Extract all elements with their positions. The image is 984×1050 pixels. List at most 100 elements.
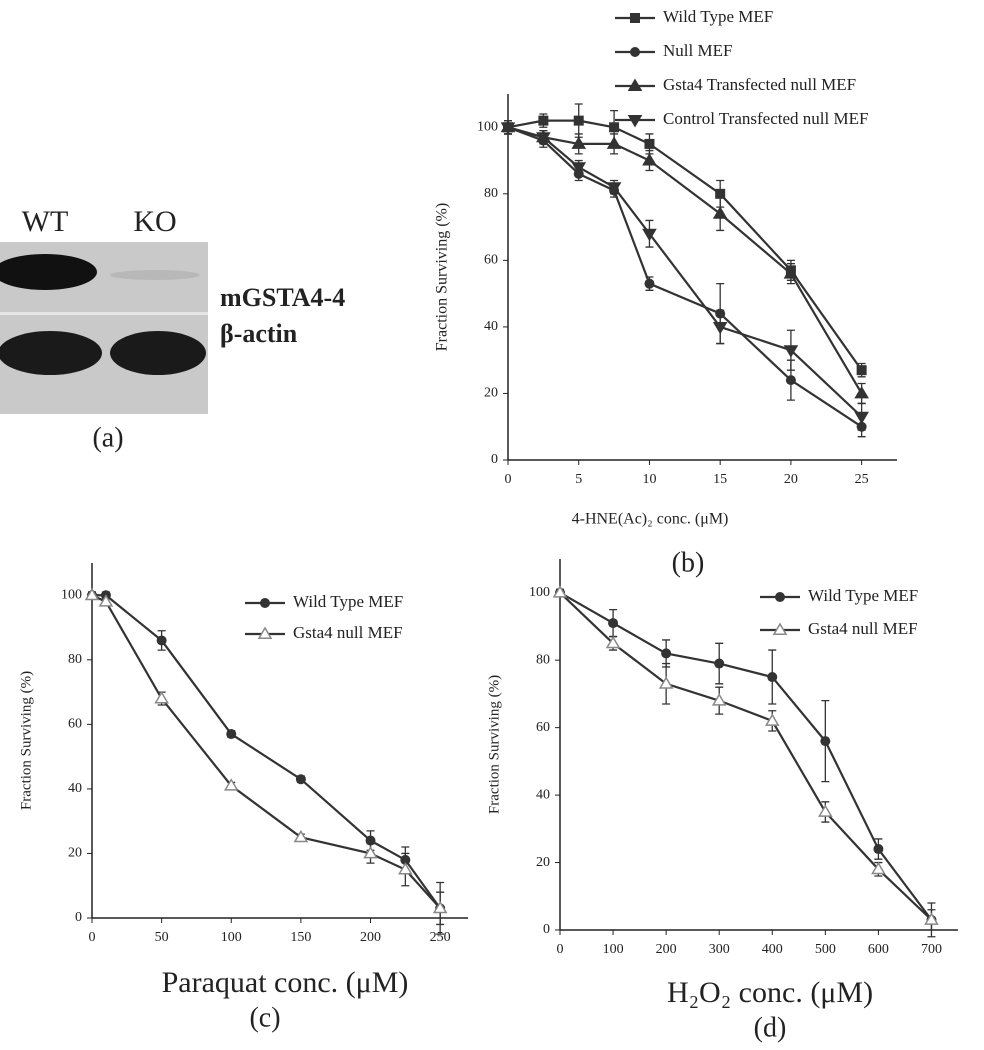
data-point [226, 729, 237, 740]
x-tick-label: 0 [505, 472, 512, 487]
panel-label: (b) [672, 547, 705, 578]
data-point [295, 774, 306, 785]
x-tick-label: 0 [557, 942, 564, 957]
y-tick-label: 0 [543, 922, 550, 937]
y-tick-label: 40 [68, 781, 82, 796]
band-label: mGSTA4-4 [220, 283, 345, 312]
data-point [873, 844, 884, 855]
blot-divider [0, 312, 208, 315]
data-point [365, 835, 376, 846]
legend-marker [257, 626, 273, 639]
legend-label: Null MEF [663, 41, 732, 60]
data-point [715, 188, 726, 199]
line-chart: 0 100 200 300 400 500 600 700 0 20 40 60 80 100 Fracti… [486, 559, 958, 1043]
data-point [363, 845, 378, 859]
y-tick-label: 60 [68, 717, 82, 732]
x-tick-label: 10 [642, 472, 656, 487]
y-tick-label: 20 [536, 855, 550, 870]
data-point [605, 635, 621, 649]
x-tick-label: 100 [221, 930, 242, 945]
data-point [536, 132, 551, 145]
data-point [854, 385, 869, 399]
data-point [712, 206, 728, 219]
data-point [785, 375, 796, 386]
series-line [559, 591, 933, 921]
data-point [714, 658, 725, 669]
band [110, 270, 200, 280]
legend-marker [260, 598, 270, 608]
series-line [507, 126, 863, 395]
data-point [223, 778, 239, 791]
data-point [98, 594, 114, 607]
legend-marker [627, 115, 643, 128]
series-line [559, 591, 933, 921]
legend-label: Wild Type MEF [808, 586, 918, 605]
legend-label: Wild Type MEF [293, 592, 403, 611]
legend-marker [630, 47, 640, 57]
y-tick-label: 20 [484, 386, 498, 401]
data-point [856, 365, 867, 376]
data-point [609, 122, 620, 133]
legend-marker [772, 622, 788, 635]
panel-label: (c) [249, 1002, 280, 1033]
lane-label: WT [22, 205, 69, 238]
y-tick-label: 100 [477, 119, 498, 134]
y-tick-label: 40 [484, 319, 498, 334]
band-label: β-actin [220, 319, 298, 348]
x-tick-label: 20 [784, 472, 798, 487]
data-point [552, 585, 568, 598]
data-point [712, 321, 728, 335]
y-axis-label: Fraction Surviving (%) [18, 671, 34, 810]
x-axis-label: H₂O₂ conc. (μM) [667, 976, 873, 1009]
x-tick-label: 500 [815, 942, 836, 957]
x-tick-label: 200 [656, 942, 677, 957]
lane-label: KO [133, 205, 176, 238]
data-point [432, 900, 448, 914]
data-point [783, 345, 799, 358]
x-tick-label: 700 [921, 942, 942, 957]
legend-marker [627, 78, 643, 91]
legend-label: Gsta4 null MEF [808, 619, 918, 638]
data-point [854, 411, 869, 425]
x-tick-label: 200 [360, 930, 381, 945]
x-tick-label: 15 [713, 472, 727, 487]
data-point [871, 861, 886, 875]
data-point [644, 138, 655, 149]
y-tick-label: 20 [68, 846, 82, 861]
legend-marker [775, 592, 785, 602]
panel-label: (d) [754, 1012, 787, 1043]
data-point [571, 136, 587, 149]
band [110, 331, 206, 375]
y-axis-label: Fraction Surviving (%) [486, 675, 502, 814]
legend-label: Wild Type MEF [663, 7, 773, 26]
data-point [608, 618, 619, 629]
legend-marker [630, 13, 640, 23]
data-point [84, 587, 100, 601]
panel-label: (a) [92, 422, 123, 453]
y-tick-label: 80 [536, 652, 550, 667]
data-point [644, 278, 655, 289]
y-tick-label: 80 [68, 652, 82, 667]
x-tick-label: 600 [868, 942, 889, 957]
y-tick-label: 40 [536, 787, 550, 802]
data-point [658, 676, 674, 689]
series-line [507, 119, 863, 371]
legend-label: Control Transfected null MEF [663, 109, 868, 128]
x-axis-label: 4-HNE(Ac)₂ conc. (μM) [572, 511, 729, 528]
series-line [507, 126, 863, 428]
y-tick-label: 0 [491, 452, 498, 467]
data-point [924, 912, 939, 925]
y-tick-label: 80 [484, 186, 498, 201]
x-tick-label: 250 [430, 930, 451, 945]
data-point [573, 115, 584, 126]
data-point [820, 736, 831, 747]
x-tick-label: 400 [762, 942, 783, 957]
data-point [642, 153, 657, 166]
x-tick-label: 50 [155, 930, 169, 945]
x-tick-label: 25 [855, 472, 869, 487]
band [0, 331, 102, 375]
data-point [764, 713, 780, 726]
y-tick-label: 0 [75, 910, 82, 925]
data-point [606, 136, 622, 149]
